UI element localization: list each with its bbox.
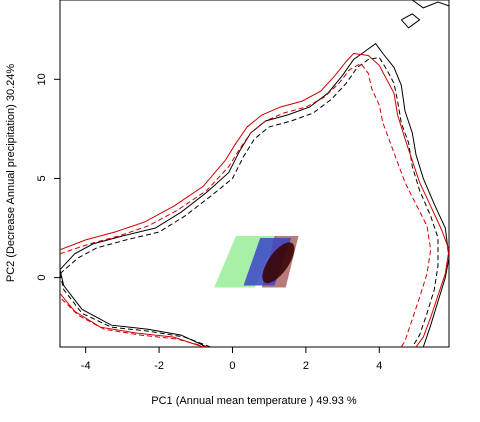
contour-red-dashed <box>60 62 432 347</box>
y-tick-label: 5 <box>36 175 48 181</box>
contour-black-solid <box>60 42 449 347</box>
y-tick-label: 0 <box>36 275 48 281</box>
x-tick-label: 0 <box>229 360 235 372</box>
contour-top-right <box>400 0 449 29</box>
x-axis-title: PC1 (Annual mean temperature ) 49.93 % <box>151 395 357 407</box>
y-tick-label: 10 <box>36 73 48 85</box>
x-tick-label: 2 <box>303 360 309 372</box>
density-red-core <box>262 242 295 284</box>
x-tick-label: 4 <box>376 360 382 372</box>
contour-black-dashed <box>60 56 439 347</box>
y-axis-title: PC2 (Decrease Annual precipitation) 30.2… <box>5 64 17 283</box>
contour-red-solid <box>60 52 449 347</box>
x-tick-label: -2 <box>154 360 164 372</box>
plot-frame <box>59 0 450 348</box>
x-tick-label: -4 <box>81 360 91 372</box>
